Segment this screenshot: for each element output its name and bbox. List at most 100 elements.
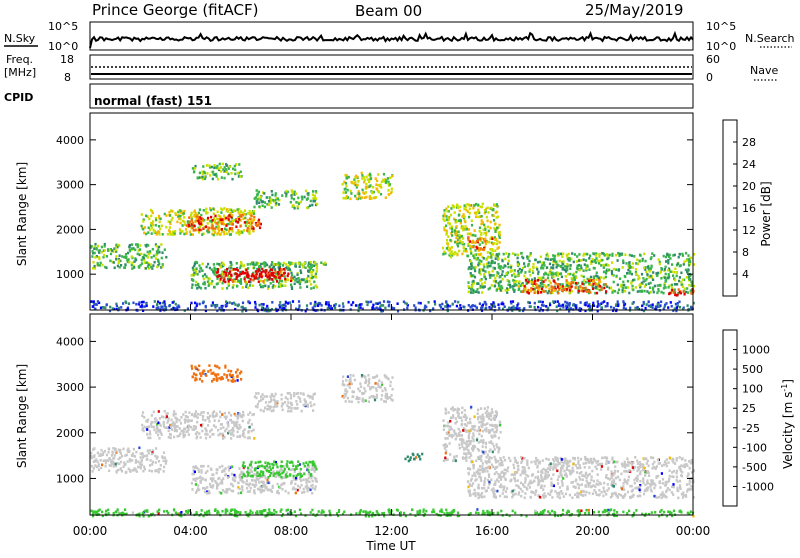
- heatmap-cell: [463, 250, 465, 253]
- heatmap-cell: [251, 430, 253, 433]
- heatmap-cell: [99, 264, 101, 267]
- heatmap-cell: [334, 307, 336, 310]
- heatmap-cell: [306, 304, 308, 307]
- heatmap-cell: [585, 268, 587, 271]
- heatmap-cell: [153, 255, 155, 258]
- heatmap-cell: [363, 387, 365, 390]
- heatmap-cell: [142, 456, 144, 459]
- heatmap-cell: [497, 451, 499, 454]
- heatmap-cell: [487, 251, 489, 254]
- heatmap-cell: [547, 277, 549, 280]
- heatmap-cell: [304, 262, 306, 265]
- heatmap-cell: [646, 278, 648, 281]
- heatmap-cell: [232, 284, 234, 287]
- heatmap-cell: [481, 221, 483, 224]
- heatmap-cell: [365, 191, 367, 194]
- heatmap-cell: [507, 262, 509, 265]
- heatmap-cell: [611, 291, 613, 294]
- heatmap-cell: [679, 291, 681, 294]
- heatmap-cell: [505, 272, 507, 275]
- heatmap-cell: [198, 231, 200, 234]
- heatmap-cell: [678, 256, 680, 259]
- heatmap-cell: [161, 455, 163, 458]
- heatmap-cell: [483, 273, 485, 276]
- heatmap-cell: [365, 186, 367, 189]
- heatmap-cell: [460, 220, 462, 223]
- heatmap-cell: [221, 223, 223, 226]
- heatmap-cell: [485, 427, 487, 430]
- heatmap-cell: [211, 474, 213, 477]
- heatmap-cell: [652, 287, 654, 290]
- heatmap-cell: [298, 304, 300, 307]
- heatmap-cell: [201, 176, 203, 179]
- heatmap-cell: [575, 286, 577, 289]
- heatmap-cell: [275, 276, 277, 279]
- heatmap-cell: [335, 303, 337, 306]
- heatmap-cell: [226, 489, 228, 492]
- heatmap-cell: [475, 459, 477, 462]
- heatmap-cell: [632, 302, 634, 305]
- heatmap-cell: [490, 256, 492, 259]
- heatmap-cell: [94, 464, 96, 467]
- heatmap-cell: [632, 279, 634, 282]
- heatmap-cell: [485, 451, 487, 454]
- heatmap-cell: [383, 300, 385, 303]
- heatmap-cell: [582, 254, 584, 257]
- heatmap-cell: [639, 480, 641, 483]
- heatmap-cell: [498, 265, 500, 268]
- heatmap-cell: [635, 286, 637, 289]
- heatmap-cell: [525, 279, 527, 282]
- heatmap-cell: [595, 275, 597, 278]
- heatmap-cell: [165, 226, 167, 229]
- heatmap-cell: [517, 257, 519, 260]
- heatmap-cell: [492, 301, 494, 304]
- heatmap-cell: [212, 171, 214, 174]
- heatmap-cell: [239, 232, 241, 235]
- heatmap-cell: [650, 306, 652, 309]
- heatmap-cell: [232, 168, 234, 171]
- heatmap-cell: [314, 301, 316, 304]
- heatmap-cell: [601, 288, 603, 291]
- heatmap-cell: [251, 414, 253, 417]
- heatmap-cell: [236, 262, 238, 265]
- heatmap-cell: [138, 301, 140, 304]
- heatmap-cell: [576, 255, 578, 258]
- heatmap-cell: [310, 302, 312, 305]
- heatmap-cell: [280, 269, 282, 272]
- heatmap-cell: [246, 483, 248, 486]
- heatmap-cell: [500, 285, 502, 288]
- heatmap-cell: [469, 208, 471, 211]
- velocity-heatmap: [90, 364, 695, 517]
- heatmap-cell: [147, 244, 149, 247]
- heatmap-cell: [498, 437, 500, 440]
- heatmap-cell: [212, 207, 214, 210]
- heatmap-cell: [504, 495, 506, 498]
- heatmap-cell: [220, 427, 222, 430]
- heatmap-cell: [545, 258, 547, 261]
- y-tick-label: 1000: [56, 268, 84, 281]
- heatmap-cell: [151, 453, 153, 456]
- heatmap-cell: [311, 492, 313, 495]
- heatmap-cell: [216, 175, 218, 178]
- heatmap-cell: [290, 280, 292, 283]
- heatmap-cell: [462, 225, 464, 228]
- heatmap-cell: [301, 278, 303, 281]
- heatmap-cell: [475, 216, 477, 219]
- heatmap-cell: [363, 399, 365, 402]
- heatmap-cell: [462, 429, 464, 432]
- heatmap-cell: [163, 423, 165, 426]
- heatmap-cell: [242, 272, 244, 275]
- heatmap-cell: [151, 463, 153, 466]
- heatmap-cell: [465, 459, 467, 462]
- heatmap-cell: [141, 213, 143, 216]
- heatmap-cell: [295, 492, 297, 495]
- heatmap-cell: [352, 374, 354, 377]
- heatmap-cell: [537, 271, 539, 274]
- heatmap-cell: [518, 285, 520, 288]
- heatmap-cell: [468, 285, 470, 288]
- heatmap-cell: [203, 411, 205, 414]
- heatmap-cell: [157, 259, 159, 262]
- heatmap-cell: [261, 268, 263, 271]
- heatmap-cell: [202, 173, 204, 176]
- heatmap-cell: [491, 436, 493, 439]
